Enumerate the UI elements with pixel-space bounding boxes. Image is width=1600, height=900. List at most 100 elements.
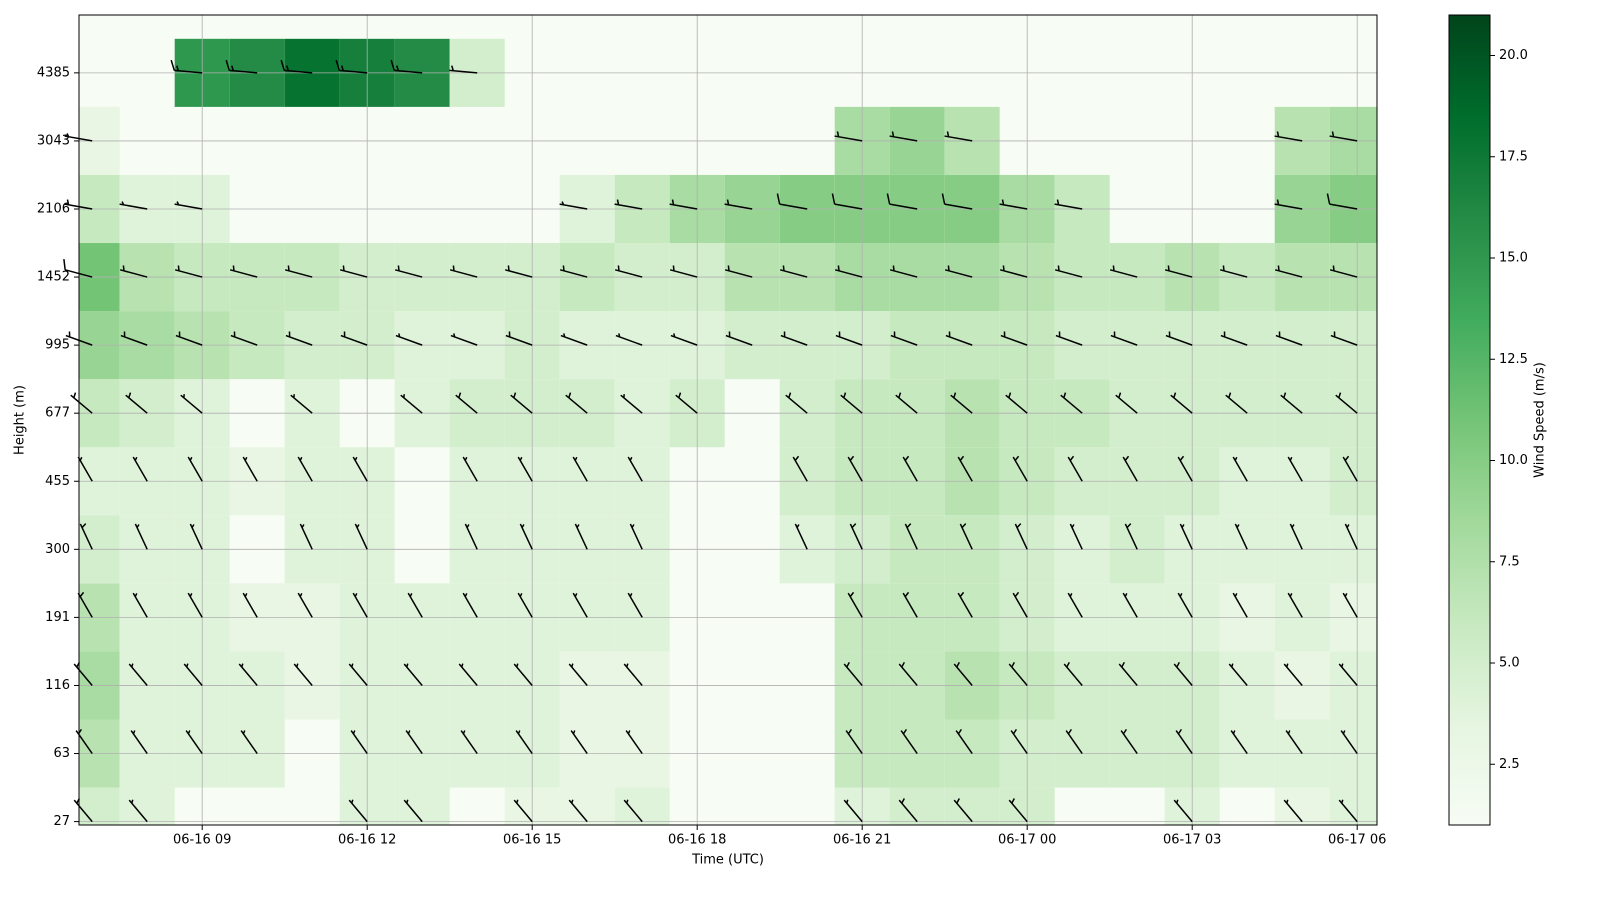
wind-barb [1014,523,1028,550]
y-tick-label: 1452 [37,270,70,285]
wind-barb [904,523,918,550]
wind-barb [1063,661,1083,686]
x-tick-label: 06-17 06 [1328,833,1386,848]
wind-barb [670,333,698,346]
colorbar-tick-label: 10.0 [1499,453,1528,468]
wind-barb [568,663,588,686]
wind-barb [957,591,973,618]
wind-barb [1283,663,1303,686]
wind-barb [1232,456,1248,482]
y-axis-label: Height (m) [13,385,28,455]
wind-barb [843,661,863,686]
wind-barb [79,523,93,550]
colorbar-tick-label: 17.5 [1499,149,1528,164]
wind-barb [119,201,148,210]
wind-barb [955,728,973,754]
wind-barb [944,265,973,278]
wind-barb [835,331,863,346]
wind-barb [1340,730,1358,754]
wind-barb [1122,592,1138,618]
heatmap-cell [614,787,670,825]
wind-barb [70,392,93,414]
y-tick-label: 4385 [37,65,70,80]
wind-barb [574,523,588,550]
wind-barb [1230,730,1248,754]
wind-barb [900,728,918,754]
wind-barb [1232,592,1248,618]
wind-barb [449,65,478,74]
wind-barb [513,799,533,823]
wind-barb [238,663,258,686]
wind-barb [504,265,533,278]
wind-barb [889,131,918,142]
wind-barb [517,456,533,482]
wind-barb [1115,392,1138,414]
wind-barb [1012,455,1028,482]
wind-barb [187,456,203,482]
wind-barb [847,591,863,618]
wind-barb [1067,592,1083,618]
wind-barb [999,199,1028,210]
wind-barb [614,199,643,210]
wind-barb [785,392,808,414]
wind-barb [614,265,643,278]
wind-barb [1124,523,1138,550]
wind-barb [1338,663,1358,686]
heatmap-cell [394,787,450,825]
wind-barb [724,199,753,210]
wind-barb [1225,392,1248,414]
wind-barb [335,59,368,74]
wind-barb [559,201,588,210]
wind-barb [1118,661,1138,686]
wind-barb [843,799,863,823]
wind-barb [339,265,368,278]
wind-barb [1054,199,1083,210]
wind-barb [941,193,973,210]
wind-barb [779,265,808,278]
wind-barb [999,265,1028,278]
wind-barb [1342,592,1358,618]
wind-barb [1287,592,1303,618]
wind-barb [1170,392,1193,414]
x-tick-label: 06-16 21 [833,833,891,848]
wind-barb [1329,265,1358,278]
wind-barb [352,592,368,618]
wind-barb [390,59,423,74]
wind-barb [1177,592,1193,618]
y-tick-label: 3043 [37,133,70,148]
wind-barb [394,265,423,278]
y-tick-label: 116 [45,678,70,693]
wind-barb [1179,523,1193,550]
wind-barb [175,331,203,346]
y-tick-label: 300 [45,542,70,557]
wind-barb [125,392,148,414]
wind-barb [513,663,533,686]
wind-barb [623,663,643,686]
wind-barb [240,730,258,754]
wind-barb [517,592,533,618]
wind-barb [1175,728,1193,754]
heatmap-cell [1274,787,1330,825]
wind-barb [77,456,93,482]
wind-barb [1344,523,1358,550]
wind-barb [352,456,368,482]
wind-barb [299,523,313,550]
wind-barb [464,523,478,550]
wind-barb [132,592,148,618]
wind-barb [1234,523,1248,550]
wind-barb [845,728,863,754]
wind-barb [776,193,808,210]
wind-barb [1219,265,1248,278]
wind-barb [1065,728,1083,754]
wind-barb [1285,730,1303,754]
colorbar-tick-label: 7.5 [1499,554,1520,569]
wind-barb [945,331,973,346]
wind-barb [898,661,918,686]
wind-barb [134,523,148,550]
wind-barb [450,333,478,346]
wind-barb [834,265,863,278]
wind-barb [675,392,698,414]
x-tick-label: 06-16 09 [173,833,231,848]
heatmap-cell [944,787,1000,825]
